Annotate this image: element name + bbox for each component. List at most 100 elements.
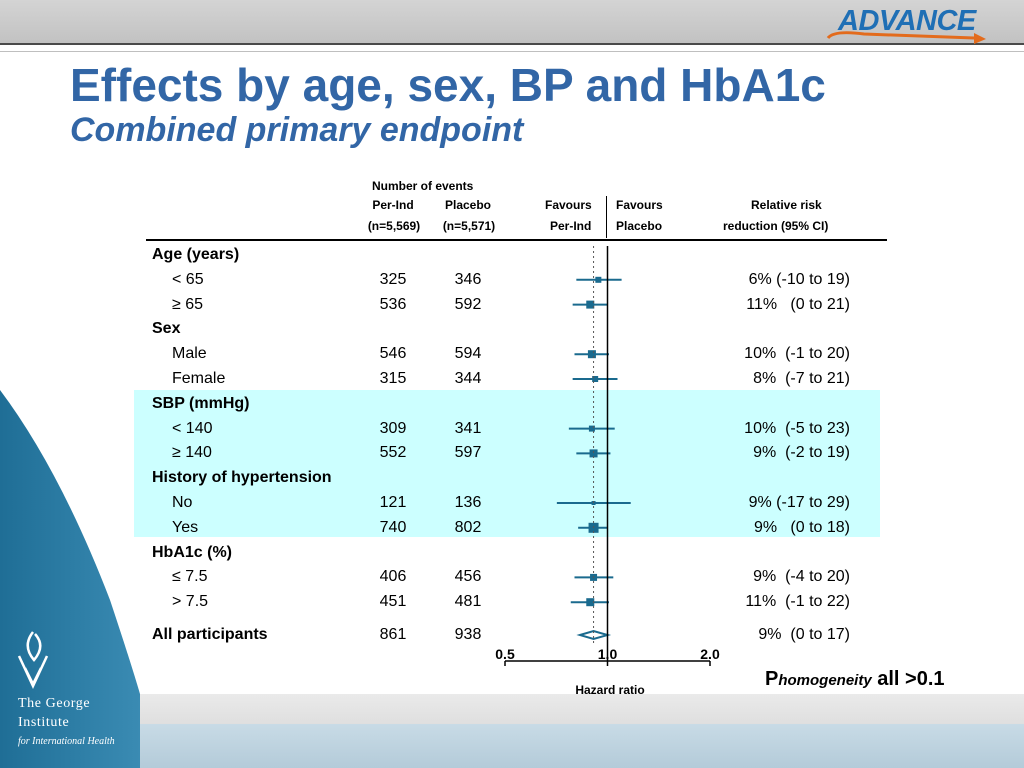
placebo-events: 594 [454,345,482,363]
relative-risk-reduction: 9% (0 to 17) [758,626,850,643]
placebo-events: 802 [454,518,482,536]
placebo-events: 344 [454,370,482,387]
group-header-row: Age (years) [0,243,1024,267]
left-panel [0,390,140,768]
p-rest: all >0.1 [871,668,945,690]
relative-risk-reduction: 10% (-5 to 23) [744,419,850,437]
per-ind-events: 861 [379,626,407,643]
x-tick-label: 0.5 [495,646,515,662]
favours-per-ind-header: Favours [545,198,592,212]
forest-row: Yes 740 802 9% (0 to 18) [0,516,1024,540]
rrr-header-2: reduction (95% CI) [723,219,829,233]
per-ind-events: 309 [379,419,407,437]
logo-text: ADVANCE [838,5,976,37]
per-ind-n-header: (n=5,569) [367,219,421,233]
relative-risk-reduction: 11% (0 to 21) [746,295,850,313]
group-label: History of hypertension [152,469,332,487]
relative-risk-reduction: 9% (0 to 18) [753,518,850,536]
group-header-row: SBP (mmHg) [0,392,1024,416]
per-ind-events: 451 [379,593,407,611]
george-institute-logo-icon [17,631,49,689]
group-header-row: Sex [0,317,1024,341]
group-label: Sex [152,320,181,338]
group-header-row: HbA1c (%) [0,541,1024,565]
hr-marker [589,449,598,458]
top-bar [0,0,1024,45]
placebo-n-header: (n=5,571) [442,219,496,233]
hr-marker [591,501,596,505]
hr-marker [588,425,595,432]
per-ind-events: 536 [379,295,407,313]
group-label: HbA1c (%) [152,543,233,561]
relative-risk-reduction: 9% (-17 to 29) [748,494,850,511]
highlight-band [134,390,880,537]
org-line-2: Institute [18,715,70,730]
logo-arrow-icon [826,31,986,44]
subgroup-label: Female [172,370,226,387]
per-ind-events: 552 [379,444,407,462]
subgroup-label: ≥ 65 [172,295,204,313]
page-title: Effects by age, sex, BP and HbA1c [70,59,826,111]
per-ind-events: 121 [379,494,407,511]
placebo-header: Placebo [444,198,492,212]
group-label: SBP (mmHg) [152,394,250,412]
p-letter: P [765,668,779,690]
x-axis-label: Hazard ratio [575,683,645,697]
per-ind-events: 315 [379,370,407,387]
hr-marker [587,350,596,359]
p-subscript: homogeneity [778,672,872,689]
x-tick-label: 2.0 [700,646,720,662]
subgroup-label: Male [172,345,207,363]
placebo-events: 346 [454,270,482,288]
group-header-row: History of hypertension [0,466,1024,490]
org-line-3: for International Health [18,736,115,747]
per-ind-events: 406 [379,568,407,586]
favours-per-ind-header-2: Per-Ind [550,219,592,233]
forest-row: < 65 325 346 6% (-10 to 19) [0,268,1024,292]
advance-logo: ADVANCE [824,2,994,48]
placebo-events: 592 [454,295,482,313]
group-label: Age (years) [152,246,240,263]
hr-marker [586,300,595,309]
forest-row: No 121 136 9% (-17 to 29) [0,491,1024,515]
forest-row: ≤ 7.5 406 456 9% (-4 to 20) [0,565,1024,589]
hr-marker [592,376,599,382]
hr-marker [586,598,595,607]
x-tick-label: 1.0 [598,646,618,662]
relative-risk-reduction: 11% (-1 to 22) [745,593,850,611]
subgroup-label: < 140 [172,419,213,437]
header-rule [146,239,887,241]
group-header-row: All participants 861 938 9% (0 to 17) [0,623,1024,647]
per-ind-header: Per-Ind [372,198,414,212]
group-label: All participants [152,626,268,643]
org-line-1: The George [18,696,91,711]
subgroup-label: ≥ 140 [172,444,212,462]
favours-placebo-header: Favours [616,198,663,212]
subgroup-label: ≤ 7.5 [172,568,208,586]
bottom-bar-lower [140,724,1024,768]
subgroup-label: No [172,494,193,511]
forest-row: ≥ 140 552 597 9% (-2 to 19) [0,441,1024,465]
per-ind-events: 546 [379,345,407,363]
placebo-events: 456 [454,568,482,586]
relative-risk-reduction: 6% (-10 to 19) [748,270,850,288]
per-ind-events: 325 [379,270,407,288]
subgroup-label: < 65 [172,270,204,288]
placebo-events: 597 [454,444,482,462]
per-ind-events: 740 [379,518,407,536]
favours-placebo-header-2: Placebo [616,219,663,233]
subgroup-label: Yes [172,518,199,536]
number-of-events-header: Number of events [372,179,474,193]
hr-marker [595,276,602,283]
placebo-events: 136 [454,494,482,511]
placebo-events: 938 [454,626,482,643]
page-subtitle: Combined primary endpoint [70,111,524,149]
forest-row: Female 315 344 8% (-7 to 21) [0,367,1024,391]
forest-row: > 7.5 451 481 11% (-1 to 22) [0,590,1024,614]
forest-row: ≥ 65 536 592 11% (0 to 21) [0,293,1024,317]
p-homogeneity: Phomogeneity all >0.1 [765,668,945,691]
relative-risk-reduction: 9% (-2 to 19) [753,444,850,462]
relative-risk-reduction: 8% (-7 to 21) [753,370,850,387]
